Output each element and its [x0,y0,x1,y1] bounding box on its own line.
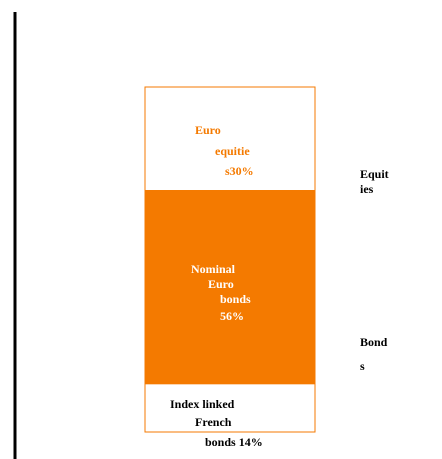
segment-label: Nominal [191,262,236,276]
bar-segment [144,86,316,191]
segment-label: bonds 14% [205,435,263,449]
group-label: Bond [360,335,388,349]
segment-label: Index linked [170,397,235,411]
segment-label: 56% [220,309,244,323]
bar-segment [144,383,316,433]
segment-label: French [195,415,232,429]
segment-label: s30% [225,164,254,178]
group-label: ies [360,182,374,196]
segment-label: bonds [220,292,251,306]
group-label: s [360,359,365,373]
group-label: Equit [360,167,389,181]
bar-segment [144,190,316,385]
segment-label: Euro [208,277,234,291]
segment-label: equitie [215,144,250,158]
segment-label: Euro [195,123,221,137]
